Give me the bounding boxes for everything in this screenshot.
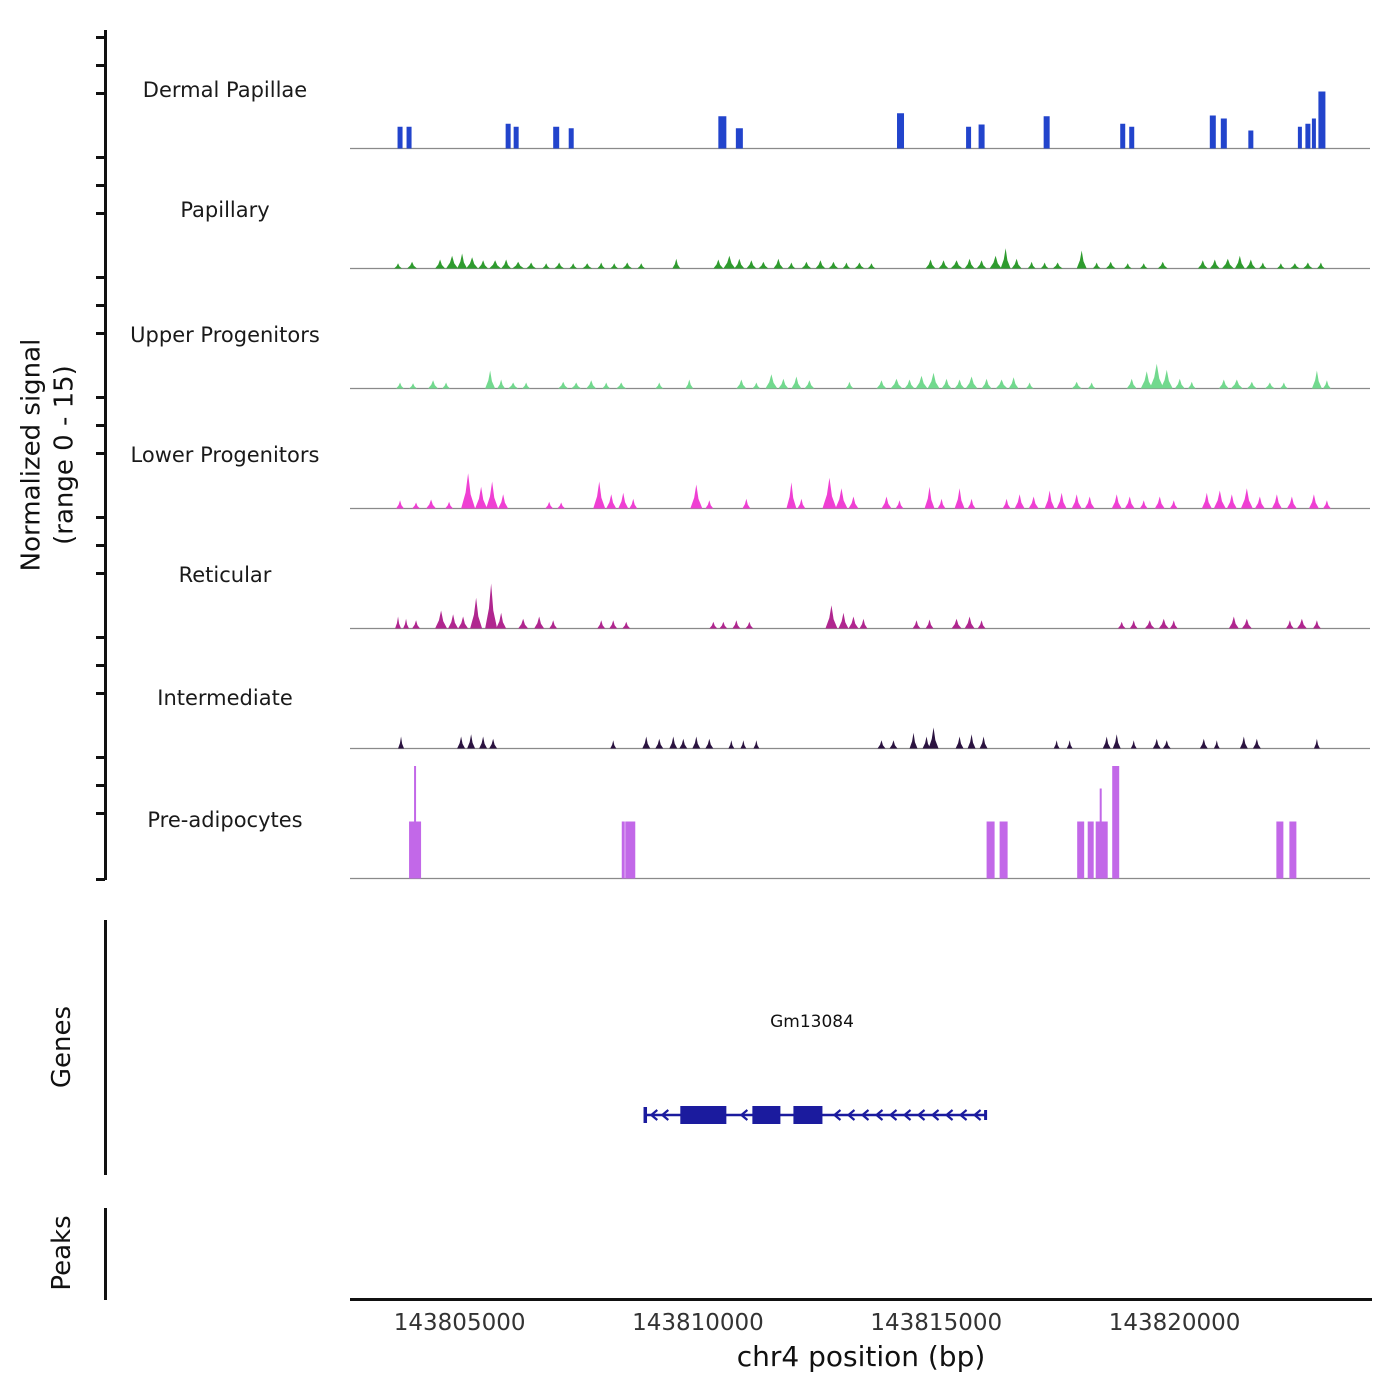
x-tick-label: 143815000 bbox=[870, 1310, 1003, 1336]
track-label-lower-progenitors: Lower Progenitors bbox=[130, 443, 320, 467]
signal-track-intermediate bbox=[350, 727, 1370, 750]
y-axis-tick bbox=[96, 784, 105, 787]
y-axis-tick bbox=[96, 396, 105, 399]
x-axis-title: chr4 position (bp) bbox=[736, 1340, 986, 1373]
x-tick-label: 143810000 bbox=[632, 1310, 764, 1336]
signal-track-upper-progenitors bbox=[350, 363, 1370, 390]
y-axis-tick bbox=[96, 276, 105, 279]
y-axis-tick bbox=[96, 756, 105, 759]
genes-section-label: Genes bbox=[47, 1005, 77, 1089]
y-axis-tick bbox=[96, 664, 105, 667]
y-axis-tick bbox=[96, 812, 105, 815]
y-axis-tick bbox=[96, 304, 105, 307]
track-label-reticular: Reticular bbox=[178, 563, 272, 587]
y-axis-tick bbox=[96, 212, 105, 215]
peaks-axis-line bbox=[104, 1208, 107, 1300]
y-axis-tick bbox=[96, 452, 105, 455]
genes-axis-line bbox=[104, 920, 107, 1175]
y-axis-label-line2: (range 0 - 15) bbox=[49, 365, 79, 545]
y-axis-tick bbox=[96, 544, 105, 547]
track-label-pre-adipocytes: Pre-adipocytes bbox=[147, 808, 303, 832]
track-label-intermediate: Intermediate bbox=[157, 686, 293, 710]
signal-track-pre-adipocytes bbox=[350, 766, 1370, 880]
track-label-upper-progenitors: Upper Progenitors bbox=[130, 323, 320, 347]
signal-track-papillary bbox=[350, 248, 1370, 270]
y-axis-tick bbox=[96, 516, 105, 519]
y-axis-tick bbox=[96, 572, 105, 575]
signal-track-lower-progenitors bbox=[350, 473, 1370, 510]
track-label-dermal-papillae: Dermal Papillae bbox=[142, 78, 308, 102]
y-axis-tick bbox=[96, 636, 105, 639]
gene-name-label: Gm13084 bbox=[770, 1012, 854, 1032]
peaks-section-label: Peaks bbox=[47, 1215, 77, 1291]
y-axis-tick bbox=[96, 424, 105, 427]
y-axis-tick bbox=[96, 692, 105, 695]
y-axis-tick bbox=[96, 64, 105, 67]
y-axis-tick bbox=[96, 878, 105, 881]
y-axis-label-line1: Normalized signal bbox=[16, 338, 47, 572]
signal-track-reticular bbox=[350, 583, 1370, 630]
x-tick-label: 143805000 bbox=[393, 1310, 526, 1336]
y-axis-tick bbox=[96, 156, 105, 159]
y-axis-tick bbox=[96, 184, 105, 187]
y-axis-tick bbox=[96, 332, 105, 335]
gene-model-svg bbox=[643, 1106, 988, 1124]
y-axis-tick bbox=[96, 36, 105, 39]
x-axis-line bbox=[350, 1298, 1372, 1301]
signal-y-axis-line bbox=[104, 30, 107, 880]
track-label-papillary: Papillary bbox=[180, 198, 270, 222]
x-tick-label: 143820000 bbox=[1108, 1310, 1241, 1336]
signal-track-dermal-papillae bbox=[350, 91, 1370, 150]
y-axis-tick bbox=[96, 92, 105, 95]
y-axis-label: Normalized signal (range 0 - 15) bbox=[16, 339, 81, 572]
